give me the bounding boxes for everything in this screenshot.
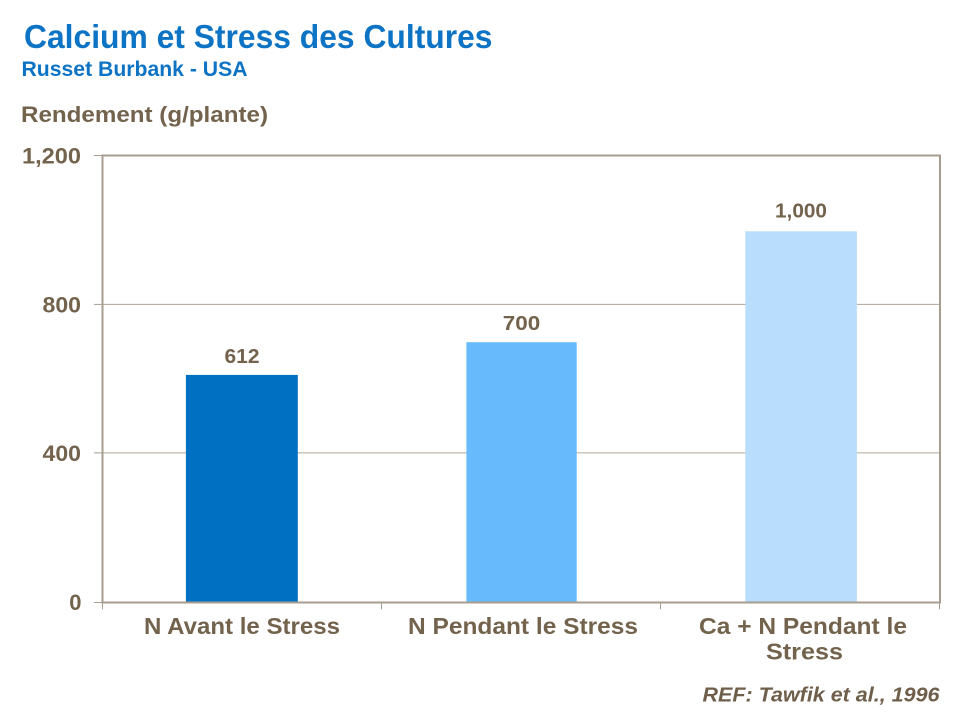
svg-text:612: 612: [225, 346, 260, 368]
svg-text:N Avant le Stress: N Avant le Stress: [144, 613, 340, 639]
svg-text:800: 800: [43, 293, 82, 318]
svg-text:0: 0: [69, 590, 81, 615]
svg-text:700: 700: [503, 313, 541, 335]
svg-text:Calcium et Stress des Cultures: Calcium et Stress des Cultures: [24, 18, 493, 55]
svg-text:Ca + N Pendant le: Ca + N Pendant le: [699, 613, 907, 639]
svg-text:Russet Burbank - USA: Russet Burbank - USA: [22, 57, 248, 81]
svg-text:Rendement (g/plante): Rendement (g/plante): [21, 102, 268, 127]
svg-text:N Pendant le Stress: N Pendant le Stress: [408, 613, 638, 639]
svg-text:Stress: Stress: [766, 639, 843, 665]
svg-text:400: 400: [43, 441, 82, 466]
svg-text:1,200: 1,200: [22, 143, 81, 168]
svg-text:REF: Tawfik et al., 1996: REF: Tawfik et al., 1996: [703, 685, 941, 707]
svg-text:1,000: 1,000: [775, 201, 827, 223]
